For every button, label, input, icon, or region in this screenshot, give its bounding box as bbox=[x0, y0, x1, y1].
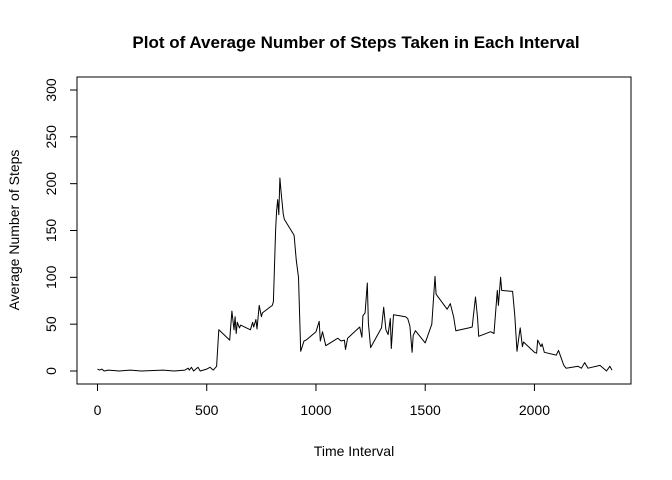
plot-frame bbox=[76, 76, 632, 385]
y-tick-label: 150 bbox=[43, 219, 59, 243]
series-group bbox=[97, 177, 613, 372]
y-tick-label: 300 bbox=[43, 78, 59, 102]
y-tick-label: 200 bbox=[43, 172, 59, 196]
y-axis: 0 50 100 150 200 250 300 bbox=[43, 78, 78, 375]
x-tick-label: 500 bbox=[195, 402, 219, 418]
x-tick-label: 0 bbox=[94, 402, 102, 418]
y-axis-label: Average Number of Steps bbox=[6, 150, 22, 311]
series-line-0 bbox=[97, 177, 613, 372]
x-tick-label: 1000 bbox=[300, 402, 331, 418]
y-tick-label: 100 bbox=[43, 265, 59, 289]
y-tick-label: 0 bbox=[43, 367, 59, 375]
chart-title: Plot of Average Number of Steps Taken in… bbox=[132, 33, 579, 52]
x-axis: 0 500 1000 1500 2000 bbox=[94, 383, 550, 418]
y-tick-label: 50 bbox=[43, 316, 59, 332]
y-tick-label: 250 bbox=[43, 125, 59, 149]
x-tick-label: 2000 bbox=[519, 402, 550, 418]
x-axis-label: Time Interval bbox=[314, 443, 394, 459]
x-tick-label: 1500 bbox=[410, 402, 441, 418]
